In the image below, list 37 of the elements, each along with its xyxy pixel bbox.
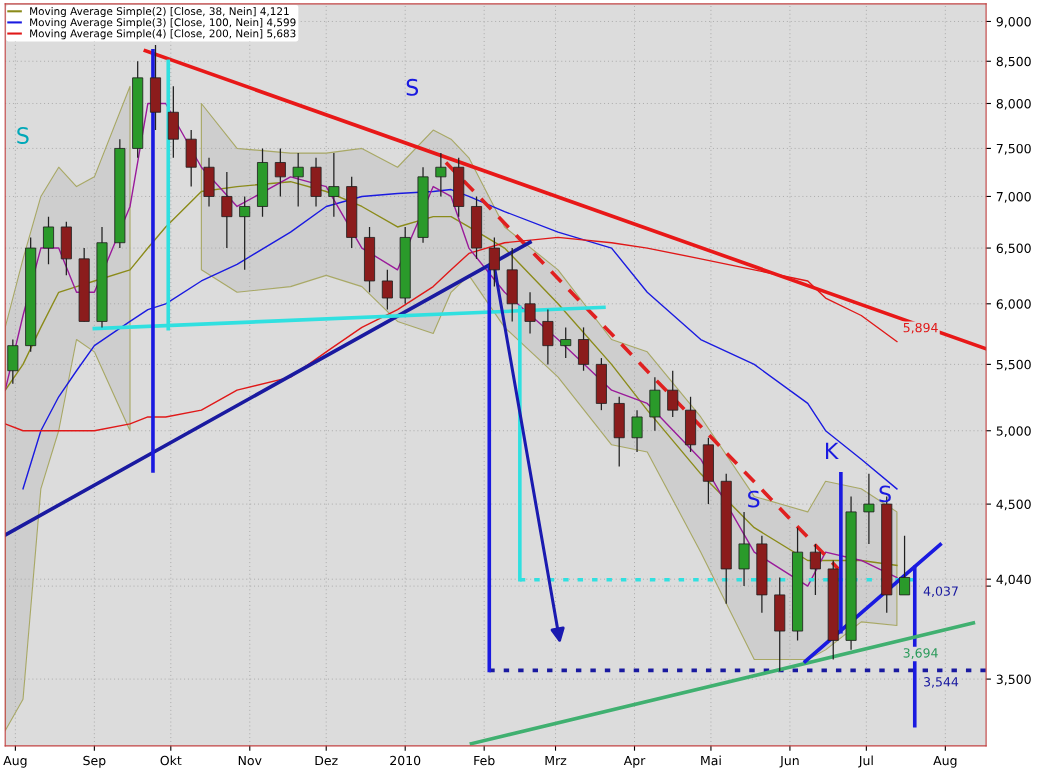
annotation: 3,694 bbox=[903, 648, 938, 659]
y-tick-label: 5,500 bbox=[996, 359, 1031, 371]
x-tick-label: Aug bbox=[933, 755, 957, 768]
y-tick-label: 6,000 bbox=[996, 299, 1031, 310]
legend-label: Moving Average Simple(2) [Close, 38, Nein] 4,121 bbox=[30, 7, 289, 18]
annotation: S bbox=[17, 127, 29, 144]
y-tick-label: 8,000 bbox=[996, 98, 1031, 110]
y-tick-label: 7,500 bbox=[996, 143, 1031, 155]
x-tick-label: Mrz bbox=[545, 755, 567, 766]
y-tick-label: 4,040 bbox=[996, 574, 1031, 586]
x-tick-label: 2010 bbox=[390, 755, 421, 766]
y-tick-label: 3,500 bbox=[996, 674, 1031, 686]
annotation: S bbox=[748, 490, 760, 508]
x-tick-label: Mai bbox=[701, 755, 721, 766]
x-tick-label: Dez bbox=[315, 755, 338, 766]
x-tick-label: Jun bbox=[779, 755, 799, 768]
legend-label: Moving Average Simple(4) [Close, 200, Nein] 5,683 bbox=[30, 29, 296, 40]
annotation: S bbox=[879, 485, 891, 503]
y-tick-label: 8,500 bbox=[996, 56, 1031, 68]
x-tick-label: Jul bbox=[858, 755, 873, 768]
legend-label: Moving Average Simple(3) [Close, 100, Nein] 4,599 bbox=[30, 18, 296, 29]
y-tick-label: 7,000 bbox=[996, 191, 1031, 203]
y-tick-label: 6,500 bbox=[996, 243, 1031, 255]
x-tick-label: Feb bbox=[474, 755, 495, 766]
x-tick-label: Nov bbox=[238, 755, 262, 766]
annotation: 5,894 bbox=[903, 322, 938, 334]
y-tick-label: 5,000 bbox=[996, 426, 1031, 437]
y-tick-label: 9,000 bbox=[996, 16, 1031, 28]
annotation: K bbox=[826, 442, 839, 459]
annotation: 3,544 bbox=[924, 677, 959, 688]
x-tick-label: Aug bbox=[3, 755, 27, 768]
x-tick-label: Apr bbox=[623, 755, 646, 768]
annotation: S bbox=[406, 78, 419, 96]
y-tick-label: 4,500 bbox=[996, 499, 1031, 511]
x-tick-label: Sep bbox=[83, 755, 106, 768]
x-tick-label: Okt bbox=[160, 755, 182, 766]
annotation: 4,037 bbox=[923, 586, 958, 598]
